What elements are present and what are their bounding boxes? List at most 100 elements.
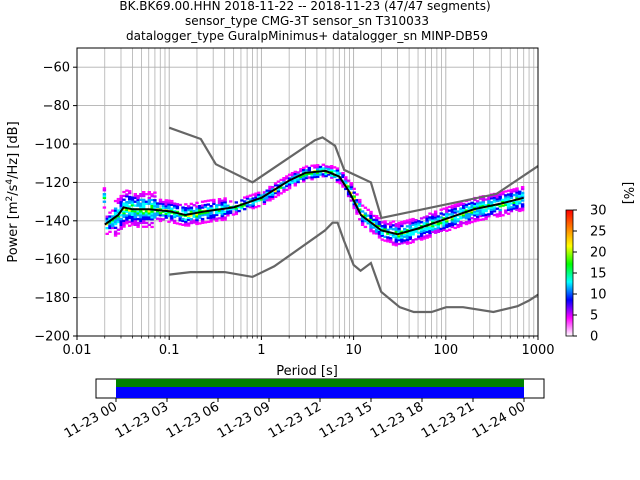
heatmap-cell	[414, 224, 418, 227]
heatmap-cell	[383, 235, 387, 238]
heatmap-cell	[394, 223, 398, 226]
heatmap-cell	[122, 190, 126, 194]
heatmap-cell	[119, 225, 123, 228]
heatmap-cell	[324, 165, 328, 168]
heatmap-cell	[133, 193, 137, 196]
heatmap-cell	[220, 218, 224, 222]
heatmap-cell	[195, 217, 199, 220]
heatmap-cell	[276, 184, 281, 187]
heatmap-cell	[316, 175, 320, 178]
heatmap-cell	[375, 220, 379, 224]
heatmap-cell	[464, 221, 469, 224]
heatmap-cell	[425, 219, 429, 222]
x-tick-label: 10	[345, 343, 362, 358]
heatmap-cell	[186, 207, 191, 210]
heatmap-cell	[341, 185, 345, 188]
heatmap-cell	[285, 188, 289, 191]
timeline-tick-label: 11-23 18	[368, 399, 426, 441]
heatmap-cell	[313, 166, 317, 169]
heatmap-cell	[142, 200, 146, 203]
heatmap-cell	[150, 218, 154, 221]
heatmap-cell	[186, 214, 191, 218]
heatmap-cell	[170, 215, 174, 218]
heatmap-cell	[125, 193, 129, 196]
heatmap-cell	[302, 180, 306, 183]
heatmap-cell	[360, 210, 365, 213]
heatmap-cell	[142, 202, 146, 205]
heatmap-cell	[136, 194, 140, 198]
heatmap-cell	[450, 210, 455, 213]
heatmap-cell	[113, 209, 118, 212]
heatmap-cell	[262, 200, 267, 204]
x-tick-label: 0.1	[159, 343, 180, 358]
heatmap-cell	[318, 171, 323, 174]
heatmap-cell	[290, 174, 295, 177]
heatmap-cell	[119, 219, 123, 223]
heatmap-cell	[419, 217, 424, 220]
heatmap-cell	[130, 204, 135, 207]
heatmap-cell	[481, 199, 485, 202]
heatmap-cell	[195, 205, 199, 208]
heatmap-cell	[453, 226, 457, 230]
heatmap-cell	[262, 202, 267, 205]
heatmap-cell	[484, 208, 488, 211]
heatmap-cell	[119, 221, 123, 225]
heatmap-cell	[462, 216, 466, 219]
heatmap-cell	[372, 230, 376, 233]
heatmap-cell	[142, 191, 146, 194]
heatmap-cell	[476, 204, 480, 207]
heatmap-cell	[405, 219, 410, 222]
heatmap-cell	[195, 218, 199, 222]
heatmap-cell	[355, 208, 359, 211]
heatmap-cell	[209, 218, 213, 221]
heatmap-cell	[167, 201, 171, 204]
heatmap-cell	[108, 225, 112, 228]
heatmap-cell	[492, 198, 497, 201]
heatmap-cell	[262, 193, 267, 196]
heatmap-cell	[467, 212, 471, 215]
heatmap-cell	[130, 196, 135, 199]
heatmap-cell	[389, 225, 393, 228]
heatmap-cell	[273, 190, 278, 193]
heatmap-cell	[330, 174, 334, 177]
heatmap-cell	[397, 227, 401, 230]
heatmap-cell	[358, 202, 362, 206]
heatmap-cell	[397, 237, 401, 240]
heatmap-cell	[321, 175, 325, 178]
heatmap-cell	[428, 225, 432, 229]
heatmap-cell	[212, 214, 216, 217]
heatmap-cell	[369, 210, 373, 214]
heatmap-cell	[422, 227, 427, 231]
x-tick-label: 0.01	[63, 343, 92, 358]
heatmap-cell	[262, 191, 267, 194]
heatmap-cell	[254, 192, 258, 195]
heatmap-cell	[473, 220, 477, 223]
heatmap-cell	[389, 221, 393, 224]
heatmap-cell	[142, 219, 146, 223]
heatmap-cell	[453, 211, 457, 214]
heatmap-cell	[147, 210, 151, 213]
heatmap-cell	[397, 225, 401, 228]
heatmap-cell	[192, 213, 196, 216]
heatmap-cell	[136, 198, 140, 201]
heatmap-cell	[215, 209, 219, 213]
heatmap-cell	[400, 234, 404, 237]
heatmap-cell	[128, 195, 132, 199]
heatmap-cell	[203, 221, 208, 224]
heatmap-cell	[125, 189, 129, 192]
heatmap-cell	[515, 187, 519, 190]
heatmap-cell	[391, 228, 396, 231]
heatmap-cell	[394, 230, 398, 233]
heatmap-cell	[265, 189, 269, 192]
heatmap-cell	[341, 175, 345, 179]
heatmap-cell	[363, 220, 368, 223]
heatmap-cell	[200, 221, 205, 224]
heatmap-cell	[369, 230, 373, 233]
heatmap-cell	[128, 209, 132, 212]
heatmap-cell	[268, 185, 272, 189]
heatmap-cell	[498, 195, 502, 198]
heatmap-cell	[484, 198, 488, 201]
heatmap-cell	[352, 205, 356, 208]
heatmap-cell	[358, 208, 362, 211]
heatmap-cell	[518, 196, 522, 199]
